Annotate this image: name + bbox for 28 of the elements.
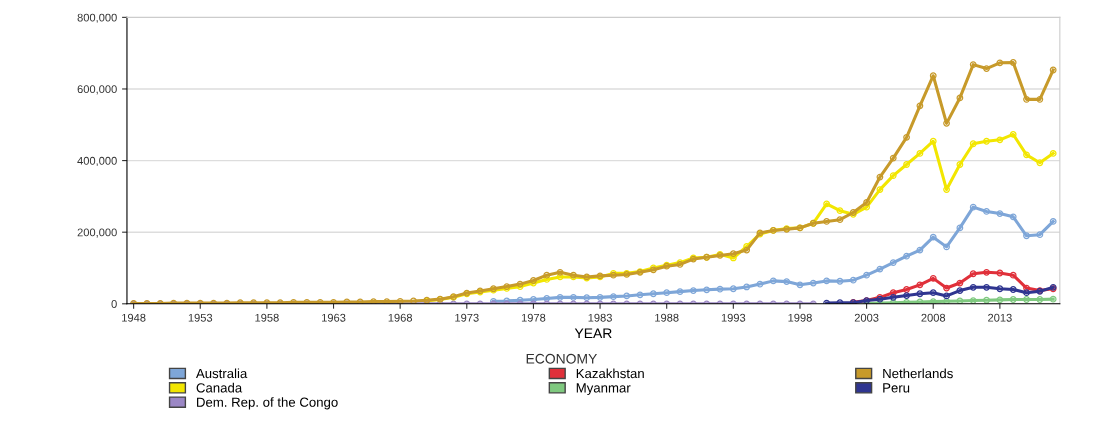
legend-label: Canada	[196, 382, 243, 393]
x-tick-label: 1948	[122, 313, 146, 322]
x-tick-label: 1953	[188, 313, 213, 322]
legend-label: Peru	[883, 383, 910, 393]
y-tick-label: 400,000	[77, 156, 117, 167]
y-tick-label: 600,000	[77, 85, 117, 95]
x-tick-label: 1988	[655, 313, 679, 322]
x-tick-label: 1993	[721, 313, 746, 322]
y-tick-label: 0	[111, 300, 117, 308]
x-tick-label: 1968	[388, 313, 413, 322]
x-tick-label: 1958	[255, 313, 279, 322]
x-tick-label: 1973	[455, 313, 479, 322]
y-tick-label: 800,000	[77, 13, 117, 23]
x-tick-label: 1978	[521, 313, 546, 322]
x-tick-label: 1963	[322, 313, 346, 322]
x-tick-label: 2003	[854, 313, 879, 322]
legend-title: ECONOMY	[526, 353, 597, 364]
y-tick-label: 200,000	[77, 228, 117, 238]
legend-label: Australia	[195, 368, 248, 379]
legend-label: Dem. Rep. of the Congo	[197, 397, 338, 410]
x-axis-title: YEAR	[574, 328, 612, 339]
legend-label: Myanmar	[576, 383, 631, 396]
x-tick-label: 2008	[921, 313, 946, 322]
x-tick-label: 2013	[988, 313, 1012, 322]
x-tick-label: 1998	[788, 313, 812, 322]
legend-label: Netherlands	[883, 368, 953, 379]
legend-label: Kazakhstan	[576, 368, 644, 379]
x-tick-label: 1983	[588, 313, 612, 322]
